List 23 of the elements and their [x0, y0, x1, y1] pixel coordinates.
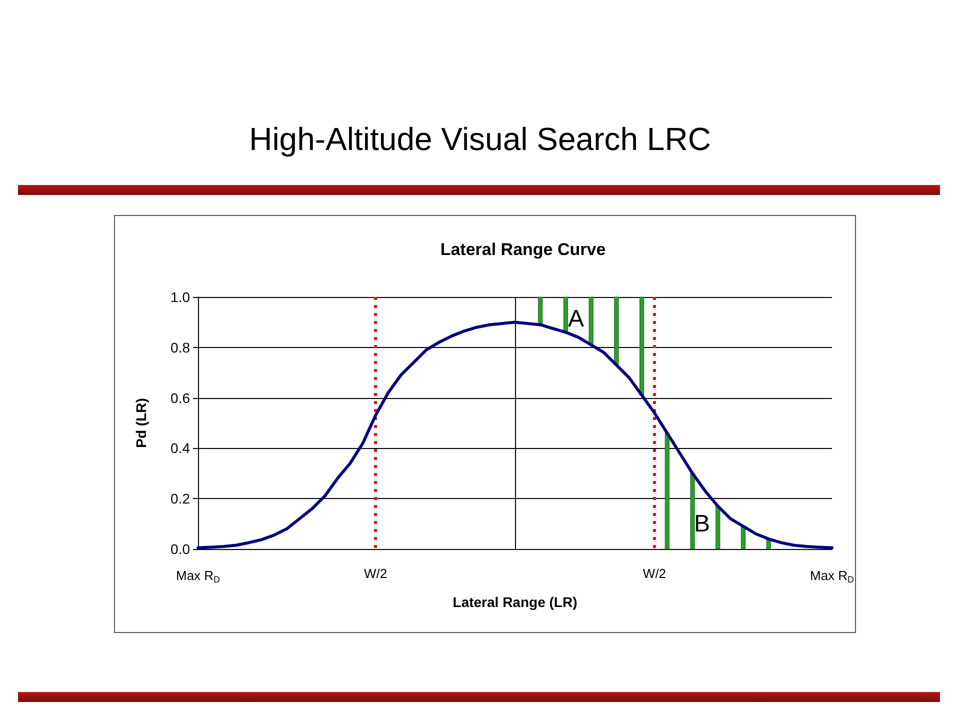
y-tick-label: 0.2 [170, 490, 190, 507]
y-tick-label: 0.4 [170, 440, 190, 456]
x-axis-title: Lateral Range (LR) [452, 594, 578, 610]
bar [740, 526, 746, 550]
x-tick-label: W/2 [364, 566, 388, 581]
chart-subtitle: Lateral Range Curve [440, 240, 606, 259]
bar [716, 506, 720, 550]
bar [538, 296, 543, 326]
x-tick-label: W/2 [642, 566, 666, 581]
bar [563, 296, 568, 333]
y-tick-label: 0.8 [170, 339, 190, 356]
annotation: A [568, 306, 584, 332]
bar [614, 296, 619, 366]
bar [690, 473, 695, 550]
y-axis-title: Pd (LR) [133, 398, 149, 448]
bar [640, 296, 644, 396]
y-tick-label: 1.0 [170, 289, 190, 305]
y-tick-label: 0.0 [170, 541, 190, 557]
bar [664, 432, 670, 550]
annotation: B [694, 510, 710, 538]
bar [588, 296, 594, 346]
y-tick-label: 0.6 [170, 390, 190, 406]
chart-title: High-Altitude Visual Search LRC [249, 121, 711, 157]
